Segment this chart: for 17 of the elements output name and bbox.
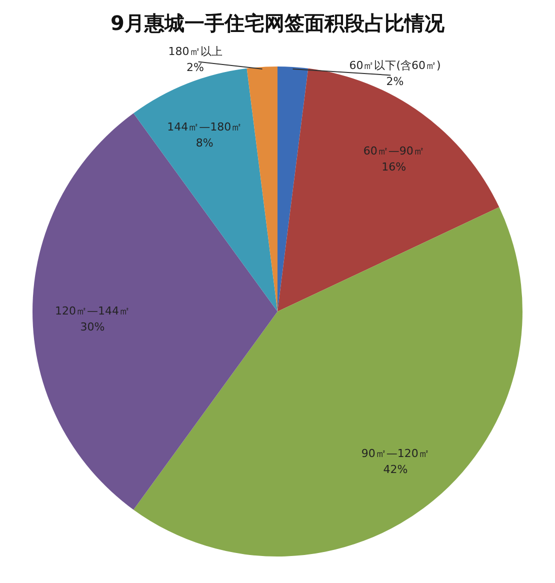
data-label: 2% <box>186 61 204 74</box>
chart-title: 9月惠城一手住宅网签面积段占比情况 <box>110 11 446 35</box>
pie-slice <box>32 113 278 510</box>
pie-slice <box>246 66 278 312</box>
slice-label: 60㎡—90㎡ <box>363 144 424 158</box>
data-label: 2% <box>386 75 404 88</box>
pie-slice <box>133 207 522 556</box>
pie-slice <box>278 66 308 312</box>
data-label: 30% <box>80 320 105 334</box>
slice-label: 180㎡以上 <box>168 45 222 58</box>
slice-label: 90㎡—120㎡ <box>361 447 430 460</box>
slice-label: 60㎡以下(含60㎡) <box>349 59 441 72</box>
slice-label: 144㎡—180㎡ <box>167 120 242 134</box>
slice-label: 120㎡—144㎡ <box>55 304 130 318</box>
data-label: 42% <box>383 463 408 476</box>
data-label: 8% <box>196 136 214 150</box>
data-label: 16% <box>382 160 406 174</box>
